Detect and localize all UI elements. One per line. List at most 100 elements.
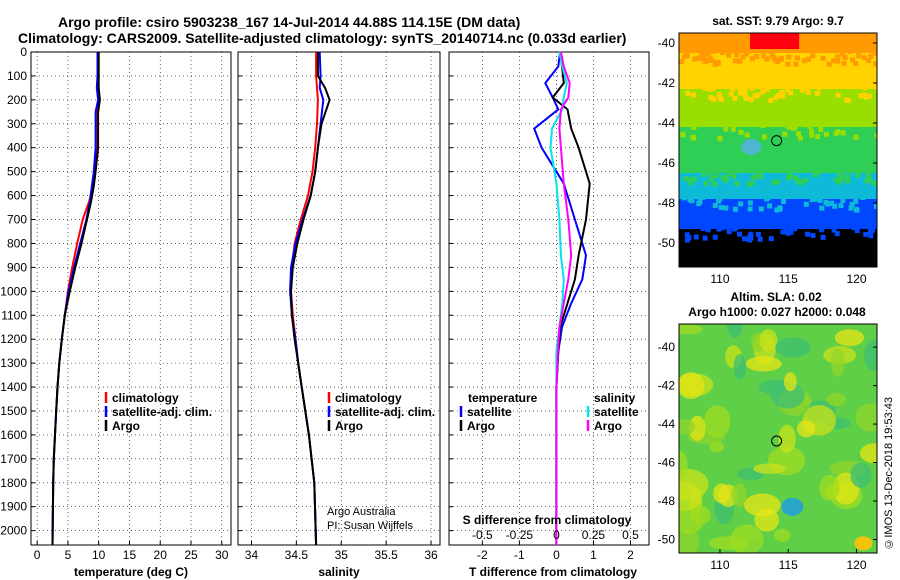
sst-pixel [825, 83, 831, 89]
plot-frame [448, 51, 650, 546]
sla-blob [709, 441, 725, 453]
sst-pixel [871, 180, 877, 186]
sst-pixel [709, 176, 715, 182]
sst-pixel [863, 261, 869, 267]
sla-blob [759, 329, 778, 352]
map-frame [678, 323, 878, 554]
sst-pixel [771, 180, 777, 186]
sla-blob [819, 474, 840, 501]
sst-pixel [835, 92, 841, 98]
sst-pixel [814, 90, 820, 96]
diff-legend-temp-label: satellite [467, 405, 512, 419]
series-line-argo [555, 51, 573, 545]
x-tick-label: 34 [245, 548, 259, 562]
sst-pixel [868, 81, 874, 87]
x-tick-label: 34.5 [285, 548, 309, 562]
diff-legend-title-salinity: salinity [594, 391, 636, 405]
sst-pixel [733, 225, 739, 231]
y-tick-label: 700 [7, 213, 27, 227]
y-tick-label: 800 [7, 236, 27, 250]
sst-pixel [708, 95, 714, 101]
annotation-line1: Argo Australia [327, 506, 396, 518]
secondary-axis-label: S difference from climatology [463, 513, 632, 527]
sst-pixel [841, 60, 847, 66]
sst-pixel [755, 231, 761, 237]
sst-pixel [760, 261, 766, 267]
sst-pixel [831, 227, 837, 233]
sst-pixel [799, 120, 805, 126]
temperature-panel: 0 5 10 15 20 25 300100200300400500600700800900… [0, 45, 232, 579]
sst-pixel [820, 274, 825, 279]
sla-blob [713, 483, 730, 504]
sst-pixel [723, 46, 729, 52]
sst-pixel [875, 87, 877, 93]
sst-pixel [786, 124, 792, 130]
map-y-tick-label: -42 [658, 76, 676, 90]
sst-pixel [741, 236, 747, 242]
sst-pixel [862, 85, 868, 91]
plot-frame [237, 51, 441, 546]
sst-pixel [805, 89, 811, 95]
x-axis-label: T difference from climatology [469, 565, 637, 579]
sst-pixel [764, 56, 770, 62]
sst-pixel [707, 170, 713, 176]
sst-pixel [835, 58, 841, 64]
sla-blob [784, 372, 797, 392]
sst-pixel [734, 273, 739, 278]
sst-pixel [867, 176, 873, 182]
sst-pixel [692, 56, 698, 62]
sst-pixel [734, 82, 740, 88]
sla-blob [726, 324, 743, 338]
sst-pixel [822, 120, 828, 126]
sst-pixel [690, 271, 695, 276]
sst-pixel [730, 86, 736, 92]
sst-pixel [805, 231, 811, 237]
sst-pixel [745, 265, 751, 267]
sst-pixel [683, 176, 689, 182]
sst-pixel [777, 205, 783, 211]
sst-pixel [807, 123, 813, 129]
sst-pixel [700, 226, 706, 232]
sst-pixel [771, 165, 777, 171]
sst-pixel [681, 195, 687, 201]
sst-pixel [713, 173, 719, 179]
sst-pixel [786, 169, 792, 175]
sla-blob [704, 405, 731, 438]
sla-blob [850, 462, 872, 488]
sla-blob [731, 482, 747, 508]
sst-pixel [785, 87, 791, 93]
sla-blob [855, 403, 877, 432]
sla-blob [796, 420, 816, 438]
sst-pixel [810, 53, 816, 59]
sst-pixel [726, 45, 732, 51]
sst-pixel [792, 167, 798, 173]
sst-pixel [866, 57, 872, 63]
figure-title-line1: Argo profile: csiro 5903238_167 14-Jul-2… [58, 14, 521, 30]
sst-pixel [821, 221, 827, 227]
sst-pixel [788, 226, 794, 232]
y-tick-label: 1600 [0, 428, 27, 442]
sst-pixel [681, 54, 687, 60]
sst-pixel [796, 131, 802, 137]
sst-pixel [768, 221, 774, 227]
sst-pixel [743, 51, 749, 57]
sst-pixel [820, 234, 826, 240]
sst-pixel [754, 258, 760, 264]
sst-pixel [809, 128, 815, 134]
sst-pixel [813, 165, 819, 171]
sst-pixel [838, 220, 844, 226]
sst-pixel [715, 60, 721, 66]
sst-pixel [792, 83, 798, 89]
sst-pixel [702, 59, 708, 65]
sst-pixel [740, 47, 746, 53]
sst-pixel [699, 56, 705, 62]
sst-pixel [728, 220, 734, 226]
sst-pixel [760, 48, 766, 54]
sst-pixel [780, 93, 786, 99]
sst-pixel [740, 54, 746, 60]
sst-pixel [866, 93, 872, 99]
sst-pixel [840, 118, 846, 124]
sst-pixel [845, 174, 851, 180]
sst-pixel [753, 174, 759, 180]
sst-pixel [823, 199, 829, 205]
